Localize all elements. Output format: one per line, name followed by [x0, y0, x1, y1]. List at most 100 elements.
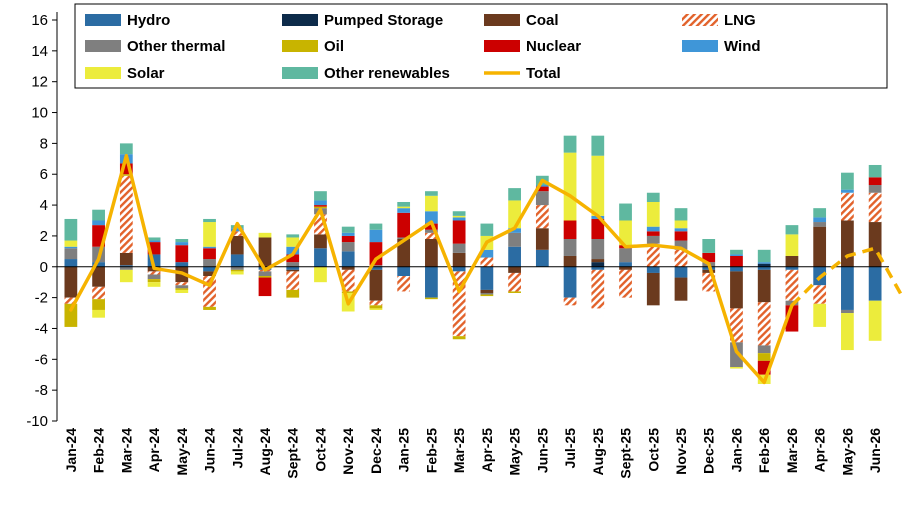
bar-solar-mar-26: [785, 234, 799, 256]
bar-other-thermal-apr-26: [813, 222, 827, 227]
bar-nuclear-jul-25: [563, 220, 577, 240]
bar-hydro-may-24: [175, 262, 189, 267]
bar-nuclear-jan-26: [730, 255, 743, 267]
bar-nuclear-nov-25: [674, 231, 688, 241]
x-tick-label: Apr-24: [146, 428, 162, 473]
x-tick-label: Sept-24: [285, 428, 301, 479]
x-tick-label: Sept-25: [618, 428, 634, 479]
x-tick-label: Aug-25: [590, 428, 606, 476]
bar-lng-mar-26: [785, 269, 799, 301]
bar-oil-aug-24: [258, 276, 272, 278]
bar-lng-nov-25: [674, 249, 688, 267]
bar-other-renewables-mar-25: [452, 211, 466, 216]
bar-wind-feb-26: [757, 262, 771, 264]
bar-wind-mar-25: [452, 217, 466, 221]
bar-oil-nov-24: [341, 291, 355, 293]
bar-lng-oct-25: [646, 243, 660, 267]
bar-hydro-mar-24: [119, 265, 133, 267]
bar-solar-may-24: [175, 289, 189, 293]
bar-other-thermal-jun-25: [535, 191, 549, 206]
bar-coal-jun-26: [868, 222, 882, 267]
bar-hydro-aug-25: [591, 266, 605, 270]
bar-coal-mar-26: [785, 255, 799, 267]
bar-solar-apr-26: [813, 303, 827, 327]
bar-other-thermal-jul-25: [563, 239, 577, 256]
bar-coal-jun-25: [535, 228, 549, 250]
bar-hydro-jan-26: [730, 266, 743, 272]
x-tick-label: May-25: [507, 428, 523, 476]
bar-wind-oct-24: [314, 200, 327, 206]
bar-nuclear-jun-25: [535, 186, 549, 192]
y-tick-label: 14: [31, 43, 48, 60]
bar-pumped-storage-aug-25: [591, 262, 605, 267]
bar-solar-mar-24: [119, 269, 133, 283]
bar-other-thermal-aug-24: [258, 271, 272, 277]
bar-oil-mar-24: [119, 174, 133, 176]
bar-hydro-oct-24: [314, 248, 327, 267]
bar-coal-oct-24: [314, 234, 327, 249]
bar-lng-jun-26: [868, 192, 882, 223]
bar-lng-jul-25: [563, 297, 577, 306]
bar-coal-jul-25: [563, 255, 577, 267]
bar-coal-sept-25: [619, 266, 632, 270]
bar-lng-may-24: [175, 282, 189, 286]
x-tick-label: May-26: [839, 428, 855, 476]
bar-lng-mar-24: [119, 175, 133, 253]
bar-nuclear-jun-24: [203, 248, 216, 260]
bar-lng-feb-25: [425, 232, 438, 240]
bar-solar-may-26: [841, 313, 854, 351]
bar-coal-jun-24: [203, 271, 216, 277]
bar-other-renewables-jul-25: [563, 135, 577, 153]
bar-hydro-feb-24: [92, 262, 105, 267]
bar-other-thermal-jun-26: [868, 185, 882, 193]
bar-lng-apr-26: [813, 285, 827, 304]
bar-lng-nov-24: [341, 269, 355, 292]
bar-lng-dec-24: [369, 300, 383, 306]
legend-label-wind: Wind: [724, 38, 761, 55]
bar-other-thermal-jun-24: [203, 259, 216, 267]
bar-solar-oct-24: [314, 266, 327, 283]
legend-label-solar: Solar: [127, 65, 165, 82]
bar-coal-nov-24: [341, 266, 355, 270]
bar-other-renewables-dec-25: [702, 239, 716, 253]
bar-coal-mar-25: [452, 252, 466, 267]
x-tick-label: Jan-25: [396, 428, 412, 473]
bar-nuclear-jan-25: [397, 212, 411, 238]
bar-solar-sept-24: [286, 237, 300, 247]
legend-label-lng: LNG: [724, 12, 756, 29]
bar-other-renewables-sept-24: [286, 234, 300, 238]
bar-other-renewables-jan-24: [64, 218, 78, 241]
bar-other-renewables-dec-24: [369, 223, 383, 230]
bar-oil-jul-24: [230, 269, 244, 272]
bar-nuclear-dec-25: [702, 252, 716, 263]
bar-lng-jun-25: [535, 205, 549, 229]
bar-hydro-jul-24: [230, 254, 244, 267]
bar-nuclear-mar-25: [452, 220, 466, 244]
x-tick-label: Jan-24: [63, 428, 79, 473]
bar-pumped-storage-feb-26: [757, 263, 771, 267]
bar-solar-jul-25: [563, 152, 577, 221]
legend-swatch-other-thermal: [85, 40, 121, 52]
bar-wind-jan-26: [730, 254, 743, 256]
bar-solar-jan-25: [397, 206, 411, 209]
bar-hydro-jan-25: [397, 266, 411, 277]
bar-other-thermal-nov-25: [674, 240, 688, 250]
y-tick-label: 16: [31, 12, 48, 29]
legend-swatch-wind: [682, 40, 718, 52]
bar-solar-jul-24: [230, 271, 244, 275]
bar-other-renewables-nov-24: [341, 226, 355, 233]
y-tick-label: 0: [40, 259, 48, 276]
legend-swatch-other-renewables: [282, 67, 318, 79]
bar-other-renewables-mar-24: [119, 143, 133, 155]
bar-wind-may-24: [175, 242, 189, 246]
bar-oil-apr-25: [480, 294, 494, 297]
bar-hydro-feb-25: [425, 266, 438, 298]
bar-lng-apr-24: [147, 271, 161, 275]
x-tick-label: Nov-24: [340, 428, 356, 475]
bar-other-thermal-feb-26: [757, 345, 771, 354]
bar-other-renewables-apr-25: [480, 223, 494, 236]
bar-hydro-mar-25: [452, 266, 466, 272]
bar-other-thermal-nov-24: [341, 242, 355, 252]
bar-hydro-may-26: [841, 266, 854, 310]
